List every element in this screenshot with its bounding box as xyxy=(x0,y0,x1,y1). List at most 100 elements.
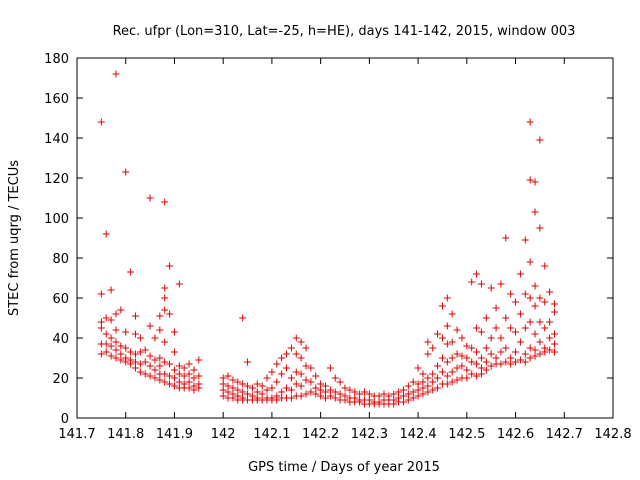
data-point xyxy=(546,346,554,354)
data-point xyxy=(97,324,105,332)
data-point xyxy=(497,360,505,368)
data-point xyxy=(541,348,549,356)
data-point xyxy=(477,280,485,288)
data-point xyxy=(112,310,120,318)
data-point xyxy=(122,358,130,366)
data-point xyxy=(136,348,144,356)
data-point xyxy=(468,278,476,286)
data-point xyxy=(468,370,476,378)
data-point xyxy=(419,370,427,378)
data-point xyxy=(322,394,330,402)
data-point xyxy=(424,388,432,396)
data-point xyxy=(97,290,105,298)
data-point xyxy=(161,358,169,366)
data-point xyxy=(146,372,154,380)
data-point xyxy=(429,378,437,386)
data-point xyxy=(229,384,237,392)
data-point xyxy=(107,334,115,342)
data-point xyxy=(356,398,364,406)
data-point xyxy=(497,280,505,288)
data-point xyxy=(546,334,554,342)
data-point xyxy=(107,352,115,360)
data-point xyxy=(244,390,252,398)
data-point xyxy=(292,380,300,388)
data-point xyxy=(531,178,539,186)
x-tick-label: 142.1 xyxy=(253,427,290,442)
data-point xyxy=(107,342,115,350)
x-tick-label: 142.8 xyxy=(594,427,631,442)
data-point xyxy=(263,374,271,382)
data-point xyxy=(248,384,256,392)
data-point xyxy=(380,390,388,398)
data-point xyxy=(458,334,466,342)
data-point xyxy=(419,384,427,392)
data-point xyxy=(287,344,295,352)
data-point xyxy=(336,378,344,386)
y-tick-label: 0 xyxy=(61,412,69,427)
data-point xyxy=(297,354,305,362)
data-point xyxy=(151,366,159,374)
x-axis-label: GPS time / Days of year 2015 xyxy=(248,460,440,475)
data-point xyxy=(356,390,364,398)
data-point xyxy=(521,350,529,358)
y-tick-label: 80 xyxy=(52,252,69,267)
data-point xyxy=(278,370,286,378)
data-point xyxy=(551,308,559,316)
data-point xyxy=(502,314,510,322)
data-point xyxy=(219,386,227,394)
y-tick-label: 20 xyxy=(52,372,69,387)
data-point xyxy=(156,354,164,362)
data-point xyxy=(526,118,534,126)
data-point xyxy=(507,360,515,368)
data-point xyxy=(122,328,130,336)
y-tick-label: 60 xyxy=(52,292,69,307)
data-point xyxy=(112,354,120,362)
data-point xyxy=(453,376,461,384)
data-point xyxy=(487,362,495,370)
data-point xyxy=(312,372,320,380)
data-point xyxy=(195,384,203,392)
data-point xyxy=(122,168,130,176)
data-point xyxy=(521,236,529,244)
data-point xyxy=(170,328,178,336)
data-point xyxy=(156,362,164,370)
data-point xyxy=(195,372,203,380)
data-point xyxy=(136,334,144,342)
data-point xyxy=(497,334,505,342)
data-point xyxy=(414,364,422,372)
data-point xyxy=(136,360,144,368)
data-point xyxy=(336,390,344,398)
data-point xyxy=(419,378,427,386)
data-point xyxy=(166,310,174,318)
data-point xyxy=(151,334,159,342)
data-point xyxy=(102,314,110,322)
data-point xyxy=(526,294,534,302)
data-point xyxy=(317,392,325,400)
data-point xyxy=(429,344,437,352)
data-point xyxy=(512,348,520,356)
data-point xyxy=(122,344,130,352)
data-point xyxy=(312,390,320,398)
data-point xyxy=(512,298,520,306)
data-point xyxy=(526,258,534,266)
data-point xyxy=(448,310,456,318)
data-point xyxy=(234,378,242,386)
data-point xyxy=(141,346,149,354)
data-point xyxy=(477,354,485,362)
x-tick-label: 142.3 xyxy=(351,427,388,442)
data-point xyxy=(117,356,125,364)
data-point xyxy=(185,378,193,386)
y-tick-label: 100 xyxy=(44,212,69,227)
data-point xyxy=(448,368,456,376)
data-point xyxy=(473,324,481,332)
data-point xyxy=(224,388,232,396)
data-point xyxy=(156,376,164,384)
data-point xyxy=(453,350,461,358)
data-point xyxy=(219,392,227,400)
data-point xyxy=(161,294,169,302)
x-tick-label: 142.5 xyxy=(448,427,485,442)
data-point xyxy=(283,364,291,372)
data-point xyxy=(131,364,139,372)
data-point xyxy=(244,382,252,390)
data-point xyxy=(516,338,524,346)
